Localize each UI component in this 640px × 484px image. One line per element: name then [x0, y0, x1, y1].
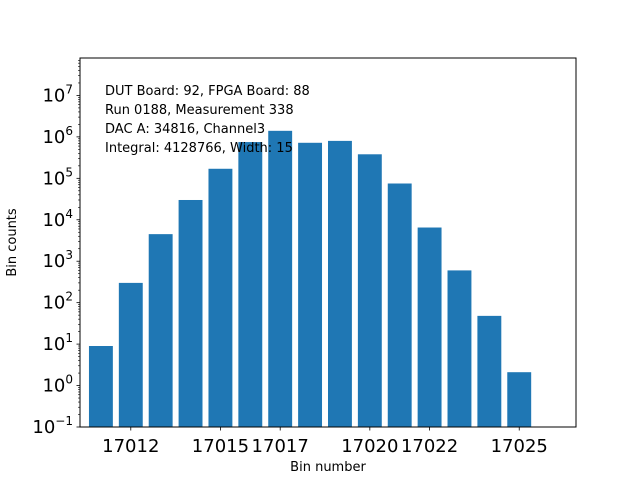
annotation-line: DUT Board: 92, FPGA Board: 88 [105, 84, 310, 99]
bar-17020 [357, 154, 382, 428]
bar-17016 [238, 142, 263, 428]
y-tick-label: 10−1 [32, 414, 73, 438]
annotation-block: DUT Board: 92, FPGA Board: 88 Run 0188, M… [105, 84, 310, 156]
y-tick-label: 101 [42, 331, 73, 355]
x-tick-label: 17012 [102, 436, 159, 457]
x-axis-label: Bin number [290, 460, 366, 475]
x-tick-label: 17022 [401, 436, 458, 457]
bar-17014 [178, 199, 203, 427]
annotation-line: DAC A: 34816, Channel3 [105, 122, 265, 137]
y-tick-label: 107 [42, 82, 73, 106]
bar-17018 [298, 142, 323, 428]
x-tick-label: 17025 [491, 436, 548, 457]
x-tick-label: 17020 [341, 436, 398, 457]
bar-17024 [477, 315, 502, 427]
bar-17012 [118, 282, 143, 427]
bar-17017 [268, 130, 293, 427]
annotation-line: Integral: 4128766, Width: 15 [105, 141, 293, 156]
x-axis-ticks: 17012 17015 17017 17020 17022 17025 [102, 427, 548, 457]
bar-17019 [328, 140, 352, 427]
plot-frame [79, 57, 577, 428]
bar-17022 [417, 227, 442, 427]
bar-17025 [507, 372, 532, 427]
bar-17013 [148, 234, 173, 427]
y-axis-ticks: 10−1 100 101 102 103 104 105 106 107 [32, 82, 80, 438]
y-axis-label: Bin counts [5, 208, 20, 277]
y-tick-label: 100 [42, 373, 73, 397]
y-tick-label: 102 [42, 290, 73, 314]
bars-group [88, 130, 532, 428]
bar-17011 [88, 346, 113, 427]
bar-17021 [387, 183, 412, 427]
bar-17023 [447, 270, 472, 427]
y-tick-label: 104 [42, 207, 73, 231]
bar-17015 [208, 168, 233, 427]
y-tick-label: 106 [42, 124, 73, 148]
x-tick-label: 17017 [252, 436, 309, 457]
y-tick-label: 105 [42, 165, 73, 189]
y-tick-label: 103 [42, 248, 73, 272]
annotation-line: Run 0188, Measurement 338 [105, 103, 294, 118]
x-tick-label: 17015 [192, 436, 249, 457]
